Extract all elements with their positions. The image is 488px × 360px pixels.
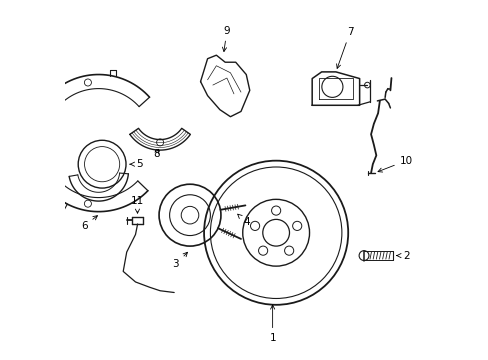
Text: 4: 4: [237, 214, 249, 227]
Text: 11: 11: [130, 196, 143, 213]
Text: 3: 3: [172, 252, 187, 269]
Text: 2: 2: [396, 251, 409, 261]
Text: 7: 7: [336, 27, 352, 68]
Text: 10: 10: [377, 156, 412, 172]
Text: 1: 1: [269, 305, 275, 343]
Text: 8: 8: [153, 149, 160, 159]
Text: 5: 5: [130, 159, 142, 169]
Text: 6: 6: [81, 216, 97, 231]
Text: 9: 9: [222, 26, 230, 51]
